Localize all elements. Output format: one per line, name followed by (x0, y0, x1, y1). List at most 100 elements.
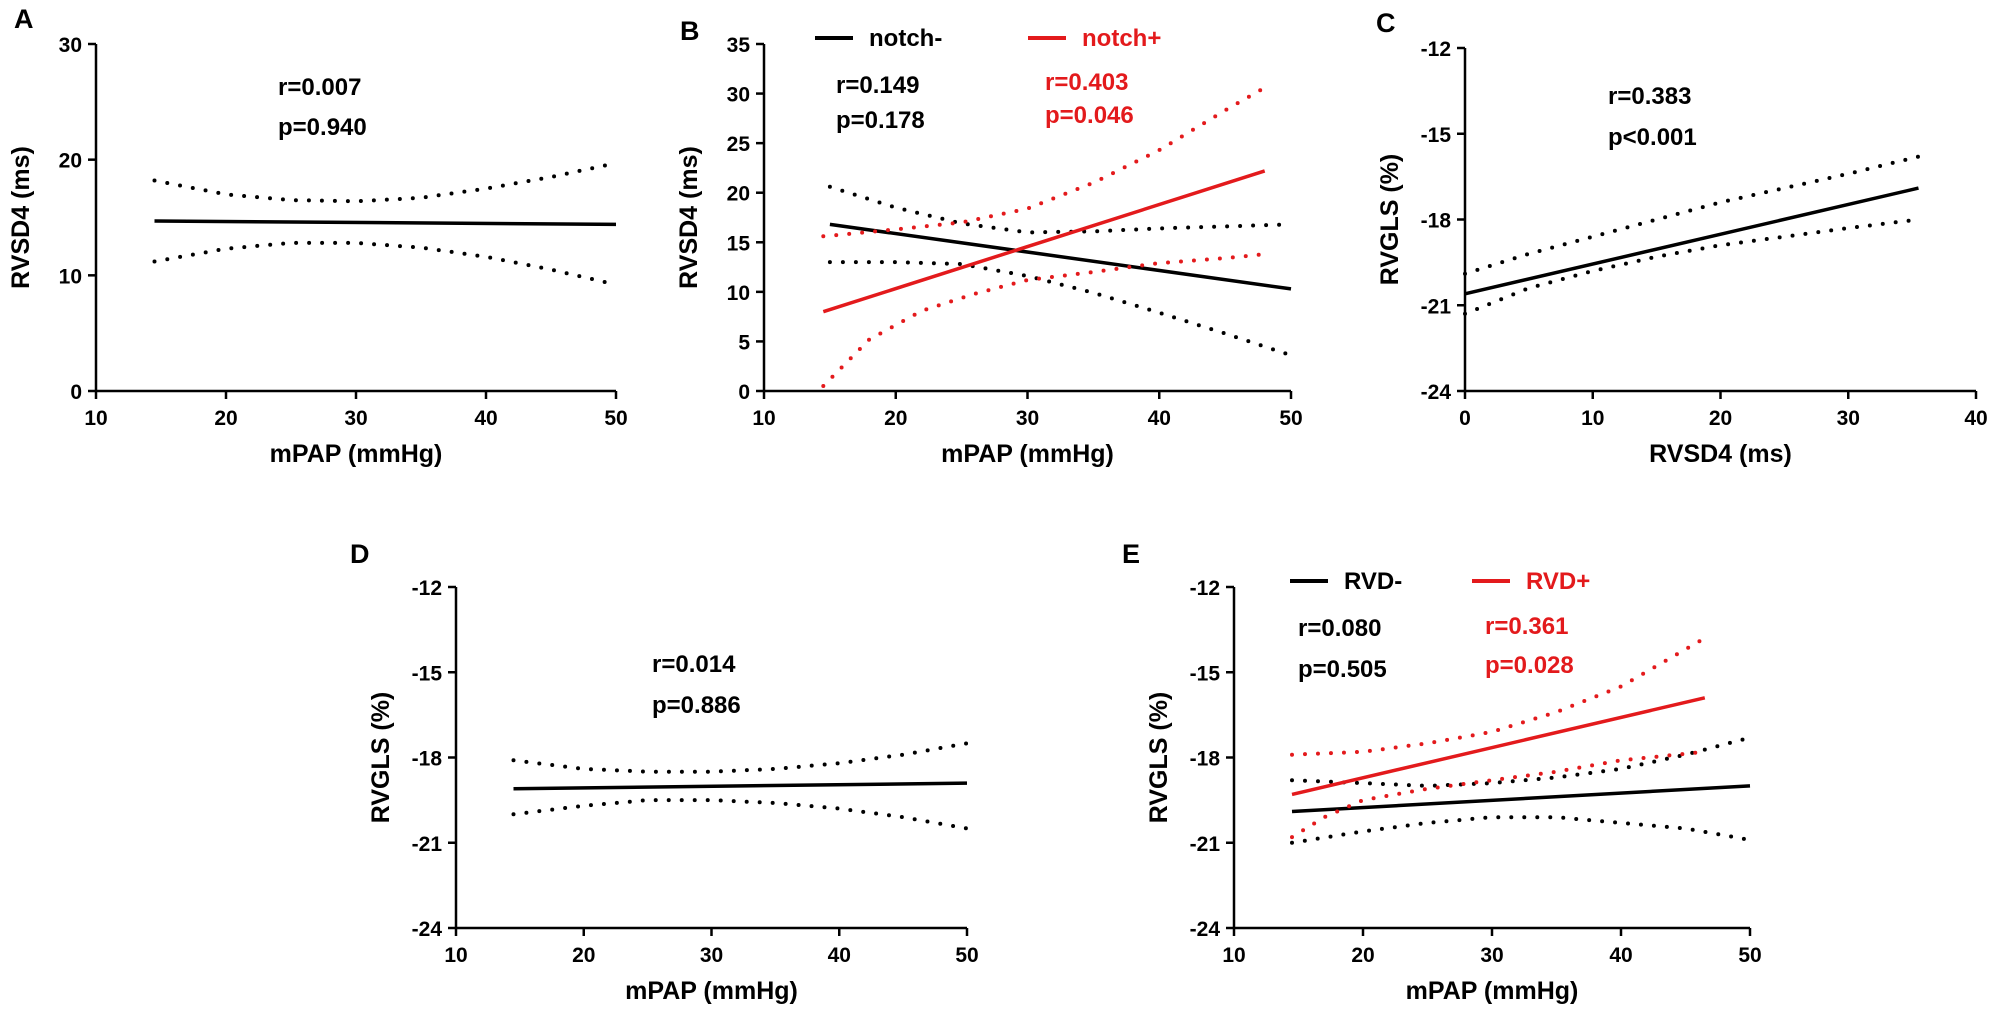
series-b-notch-upper-95-ci (821, 85, 1267, 239)
series-c-fit (1464, 186, 1919, 296)
y-tick-label-a: 20 (59, 150, 82, 173)
legend-label-b: notch- (869, 25, 942, 52)
y-tick-label-c: -15 (1421, 124, 1452, 147)
y-tick-label-e: -12 (1190, 577, 1220, 600)
legend-label-e: RVD- (1344, 568, 1402, 595)
x-axis-label-c: RVSD4 (ms) (1649, 440, 1792, 468)
y-tick-label-a: 10 (59, 265, 82, 288)
x-axis-label-a: mPAP (mmHg) (270, 440, 443, 468)
series-e-rvd-fit (1291, 696, 1706, 797)
y-tick-label-d: -12 (412, 577, 442, 600)
x-tick-label-e: 10 (1222, 944, 1245, 967)
panel-label-c: C (1376, 8, 1396, 38)
y-tick-label-b: 20 (727, 183, 750, 206)
series-b-notch-fit (829, 222, 1292, 291)
annotation-a: r=0.007 (278, 74, 361, 101)
series-b-notch-fit (822, 169, 1266, 314)
y-tick-label-b: 5 (738, 331, 750, 354)
x-tick-label-b: 50 (1279, 407, 1302, 430)
x-axis-label-e: mPAP (mmHg) (1406, 977, 1579, 1005)
x-tick-label-c: 10 (1581, 407, 1604, 430)
x-tick-label-e: 50 (1738, 944, 1761, 967)
y-tick-label-e: -21 (1190, 833, 1221, 856)
panel-label-e: E (1122, 539, 1140, 569)
y-tick-label-c: -21 (1421, 295, 1452, 318)
x-tick-label-c: 30 (1837, 407, 1860, 430)
annotation-b: r=0.403 (1045, 69, 1128, 96)
x-tick-label-d: 30 (700, 944, 723, 967)
annotation-b: p=0.178 (836, 107, 925, 134)
x-tick-label-a: 40 (474, 407, 497, 430)
x-tick-label-c: 40 (1964, 407, 1987, 430)
x-axis-label-d: mPAP (mmHg) (625, 977, 798, 1005)
series-c-upper-95-ci (1463, 154, 1921, 276)
series-b-notch-upper-95-ci (827, 184, 1293, 235)
y-axis-label-e: RVGLS (%) (1145, 692, 1173, 824)
panel-label-b: B (680, 16, 700, 46)
y-tick-label-a: 30 (59, 34, 82, 57)
annotation-e: p=0.505 (1298, 656, 1387, 683)
x-tick-label-d: 20 (572, 944, 595, 967)
series-a-fit (154, 219, 617, 227)
annotation-c: p<0.001 (1608, 124, 1697, 151)
y-tick-label-b: 15 (727, 232, 751, 255)
panel-label-a: A (14, 4, 34, 34)
y-axis-label-b: RVSD4 (ms) (675, 146, 703, 289)
x-tick-label-b: 40 (1148, 407, 1171, 430)
y-tick-label-b: 30 (727, 84, 750, 107)
series-c-lower-95-ci (1463, 217, 1921, 316)
x-tick-label-d: 50 (955, 944, 978, 967)
y-tick-label-d: -18 (412, 748, 443, 771)
annotation-b: r=0.149 (836, 72, 919, 99)
series-e-rvd-upper-95-ci (1290, 735, 1752, 788)
annotation-e: r=0.080 (1298, 615, 1381, 642)
series-b-notch-lower-95-ci (827, 260, 1293, 358)
y-tick-label-e: -18 (1190, 748, 1221, 771)
x-tick-label-a: 30 (344, 407, 367, 430)
x-tick-label-d: 40 (828, 944, 851, 967)
x-tick-label-a: 20 (214, 407, 237, 430)
y-tick-label-b: 0 (738, 381, 750, 404)
y-tick-label-b: 35 (727, 34, 751, 57)
y-axis-label-d: RVGLS (%) (367, 692, 395, 824)
y-tick-label-a: 0 (70, 381, 82, 404)
series-d-lower-95-ci (511, 798, 969, 831)
series-e-rvd-fit (1291, 784, 1751, 814)
series-a-lower-95-ci (152, 240, 618, 287)
x-tick-label-b: 30 (1016, 407, 1039, 430)
y-tick-label-e: -15 (1190, 662, 1221, 685)
x-tick-label-e: 30 (1480, 944, 1503, 967)
legend-label-b: notch+ (1082, 25, 1161, 52)
series-e-rvd-lower-95-ci (1290, 815, 1752, 845)
x-tick-label-d: 10 (444, 944, 467, 967)
y-tick-label-d: -21 (412, 833, 443, 856)
series-e-rvd-upper-95-ci (1290, 636, 1707, 757)
panel-label-d: D (350, 539, 370, 569)
annotation-d: p=0.886 (652, 692, 741, 719)
y-axis-label-c: RVGLS (%) (1376, 154, 1404, 286)
series-b-notch-lower-95-ci (821, 252, 1267, 388)
y-tick-label-c: -24 (1421, 381, 1452, 404)
x-tick-label-c: 20 (1709, 407, 1732, 430)
series-d-upper-95-ci (511, 741, 969, 774)
series-a-upper-95-ci (152, 161, 618, 204)
y-tick-label-b: 10 (727, 282, 750, 305)
annotation-a: p=0.940 (278, 114, 367, 141)
y-axis-label-a: RVSD4 (ms) (7, 146, 35, 289)
series-d-fit (513, 781, 968, 791)
x-tick-label-a: 10 (84, 407, 107, 430)
x-tick-label-e: 20 (1351, 944, 1374, 967)
x-tick-label-b: 20 (884, 407, 907, 430)
x-tick-label-a: 50 (604, 407, 627, 430)
annotation-d: r=0.014 (652, 651, 736, 678)
annotation-e: p=0.028 (1485, 652, 1574, 679)
x-tick-label-e: 40 (1609, 944, 1632, 967)
annotation-c: r=0.383 (1608, 83, 1691, 110)
annotation-e: r=0.361 (1485, 613, 1568, 640)
x-axis-label-b: mPAP (mmHg) (941, 440, 1114, 468)
y-tick-label-d: -24 (412, 918, 443, 941)
y-tick-label-b: 25 (727, 133, 751, 156)
annotation-b: p=0.046 (1045, 102, 1134, 129)
legend-label-e: RVD+ (1526, 568, 1590, 595)
